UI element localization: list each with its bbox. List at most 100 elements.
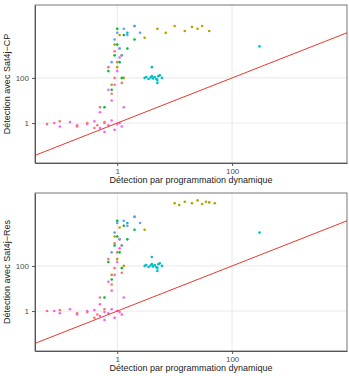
point: [96, 124, 99, 127]
point: [99, 296, 102, 299]
point: [183, 30, 186, 33]
point: [120, 77, 123, 80]
point: [116, 222, 119, 225]
point: [126, 238, 129, 241]
point: [139, 31, 142, 34]
point: [113, 267, 116, 270]
point: [103, 122, 106, 125]
tick-mark: [32, 78, 35, 79]
point: [110, 61, 113, 64]
point: [118, 238, 121, 241]
point: [122, 265, 125, 268]
point: [110, 289, 113, 292]
point: [122, 224, 125, 227]
point: [113, 274, 116, 277]
point: [152, 77, 155, 80]
point: [116, 27, 119, 30]
point: [208, 201, 211, 204]
series: [110, 25, 210, 86]
axis-line: [36, 351, 348, 352]
point: [120, 244, 123, 247]
panel: 11001100Détection par programmation dyna…: [2, 193, 348, 373]
point: [258, 231, 261, 234]
point: [107, 280, 110, 283]
series: [103, 27, 136, 108]
point: [116, 31, 119, 34]
plot-background: [35, 193, 347, 351]
point: [113, 50, 116, 53]
point: [110, 83, 113, 86]
point: [86, 122, 89, 125]
grid-line: [232, 193, 233, 351]
point: [139, 222, 142, 225]
point: [103, 121, 106, 124]
tick: 1: [25, 119, 35, 128]
series: [53, 247, 125, 321]
point: [103, 319, 106, 322]
tick-mark: [117, 351, 118, 354]
y-axis: 1 100: [16, 6, 36, 164]
point: [145, 76, 148, 79]
point: [93, 127, 96, 130]
point: [113, 235, 116, 238]
point: [99, 106, 102, 109]
point: [69, 121, 72, 124]
tick: 1: [116, 351, 121, 364]
point: [93, 120, 96, 123]
point: [116, 66, 119, 69]
grid-line: [117, 193, 118, 351]
point: [143, 228, 146, 231]
point: [126, 224, 129, 227]
point: [214, 202, 217, 205]
point: [201, 25, 204, 28]
point: [151, 256, 154, 259]
point: [120, 271, 123, 274]
point: [191, 26, 194, 29]
point: [133, 215, 136, 218]
point: [46, 310, 49, 313]
tick-label: 100: [16, 74, 30, 83]
point: [161, 265, 164, 268]
tick: 1: [25, 307, 35, 316]
plot-area: [35, 25, 347, 156]
axis-line: [36, 163, 348, 164]
point: [53, 122, 56, 125]
tick-mark: [117, 163, 118, 166]
plot-area: [35, 199, 347, 343]
point: [157, 263, 160, 266]
point: [113, 77, 116, 80]
tick-mark: [232, 163, 233, 166]
point: [122, 27, 125, 30]
point: [116, 251, 119, 254]
x-axis-title: Détection par programmation dynamique: [109, 175, 272, 185]
point: [46, 123, 49, 126]
point: [156, 82, 159, 85]
point: [120, 54, 123, 57]
point: [191, 202, 194, 205]
point: [118, 34, 121, 37]
point: [69, 308, 72, 311]
grid-line: [117, 5, 118, 163]
point: [110, 99, 113, 102]
point: [116, 61, 119, 64]
point: [183, 200, 186, 203]
grid-line: [232, 5, 233, 163]
series: [126, 25, 261, 85]
point: [133, 215, 136, 218]
point: [133, 25, 136, 28]
point: [118, 238, 121, 241]
point: [126, 222, 129, 225]
tick-mark: [232, 351, 233, 354]
series: [46, 47, 123, 129]
series: [110, 199, 216, 276]
point: [156, 27, 159, 30]
plot-frame: [35, 193, 347, 351]
figure: 11001100Détection par programmation dyna…: [0, 0, 349, 376]
x-axis: 1100: [36, 163, 348, 176]
point: [93, 317, 96, 320]
point: [118, 311, 121, 314]
tick: 100: [16, 74, 35, 83]
point: [110, 274, 113, 277]
panel: 11001100Détection par programmation dyna…: [2, 5, 348, 185]
point: [103, 296, 106, 299]
